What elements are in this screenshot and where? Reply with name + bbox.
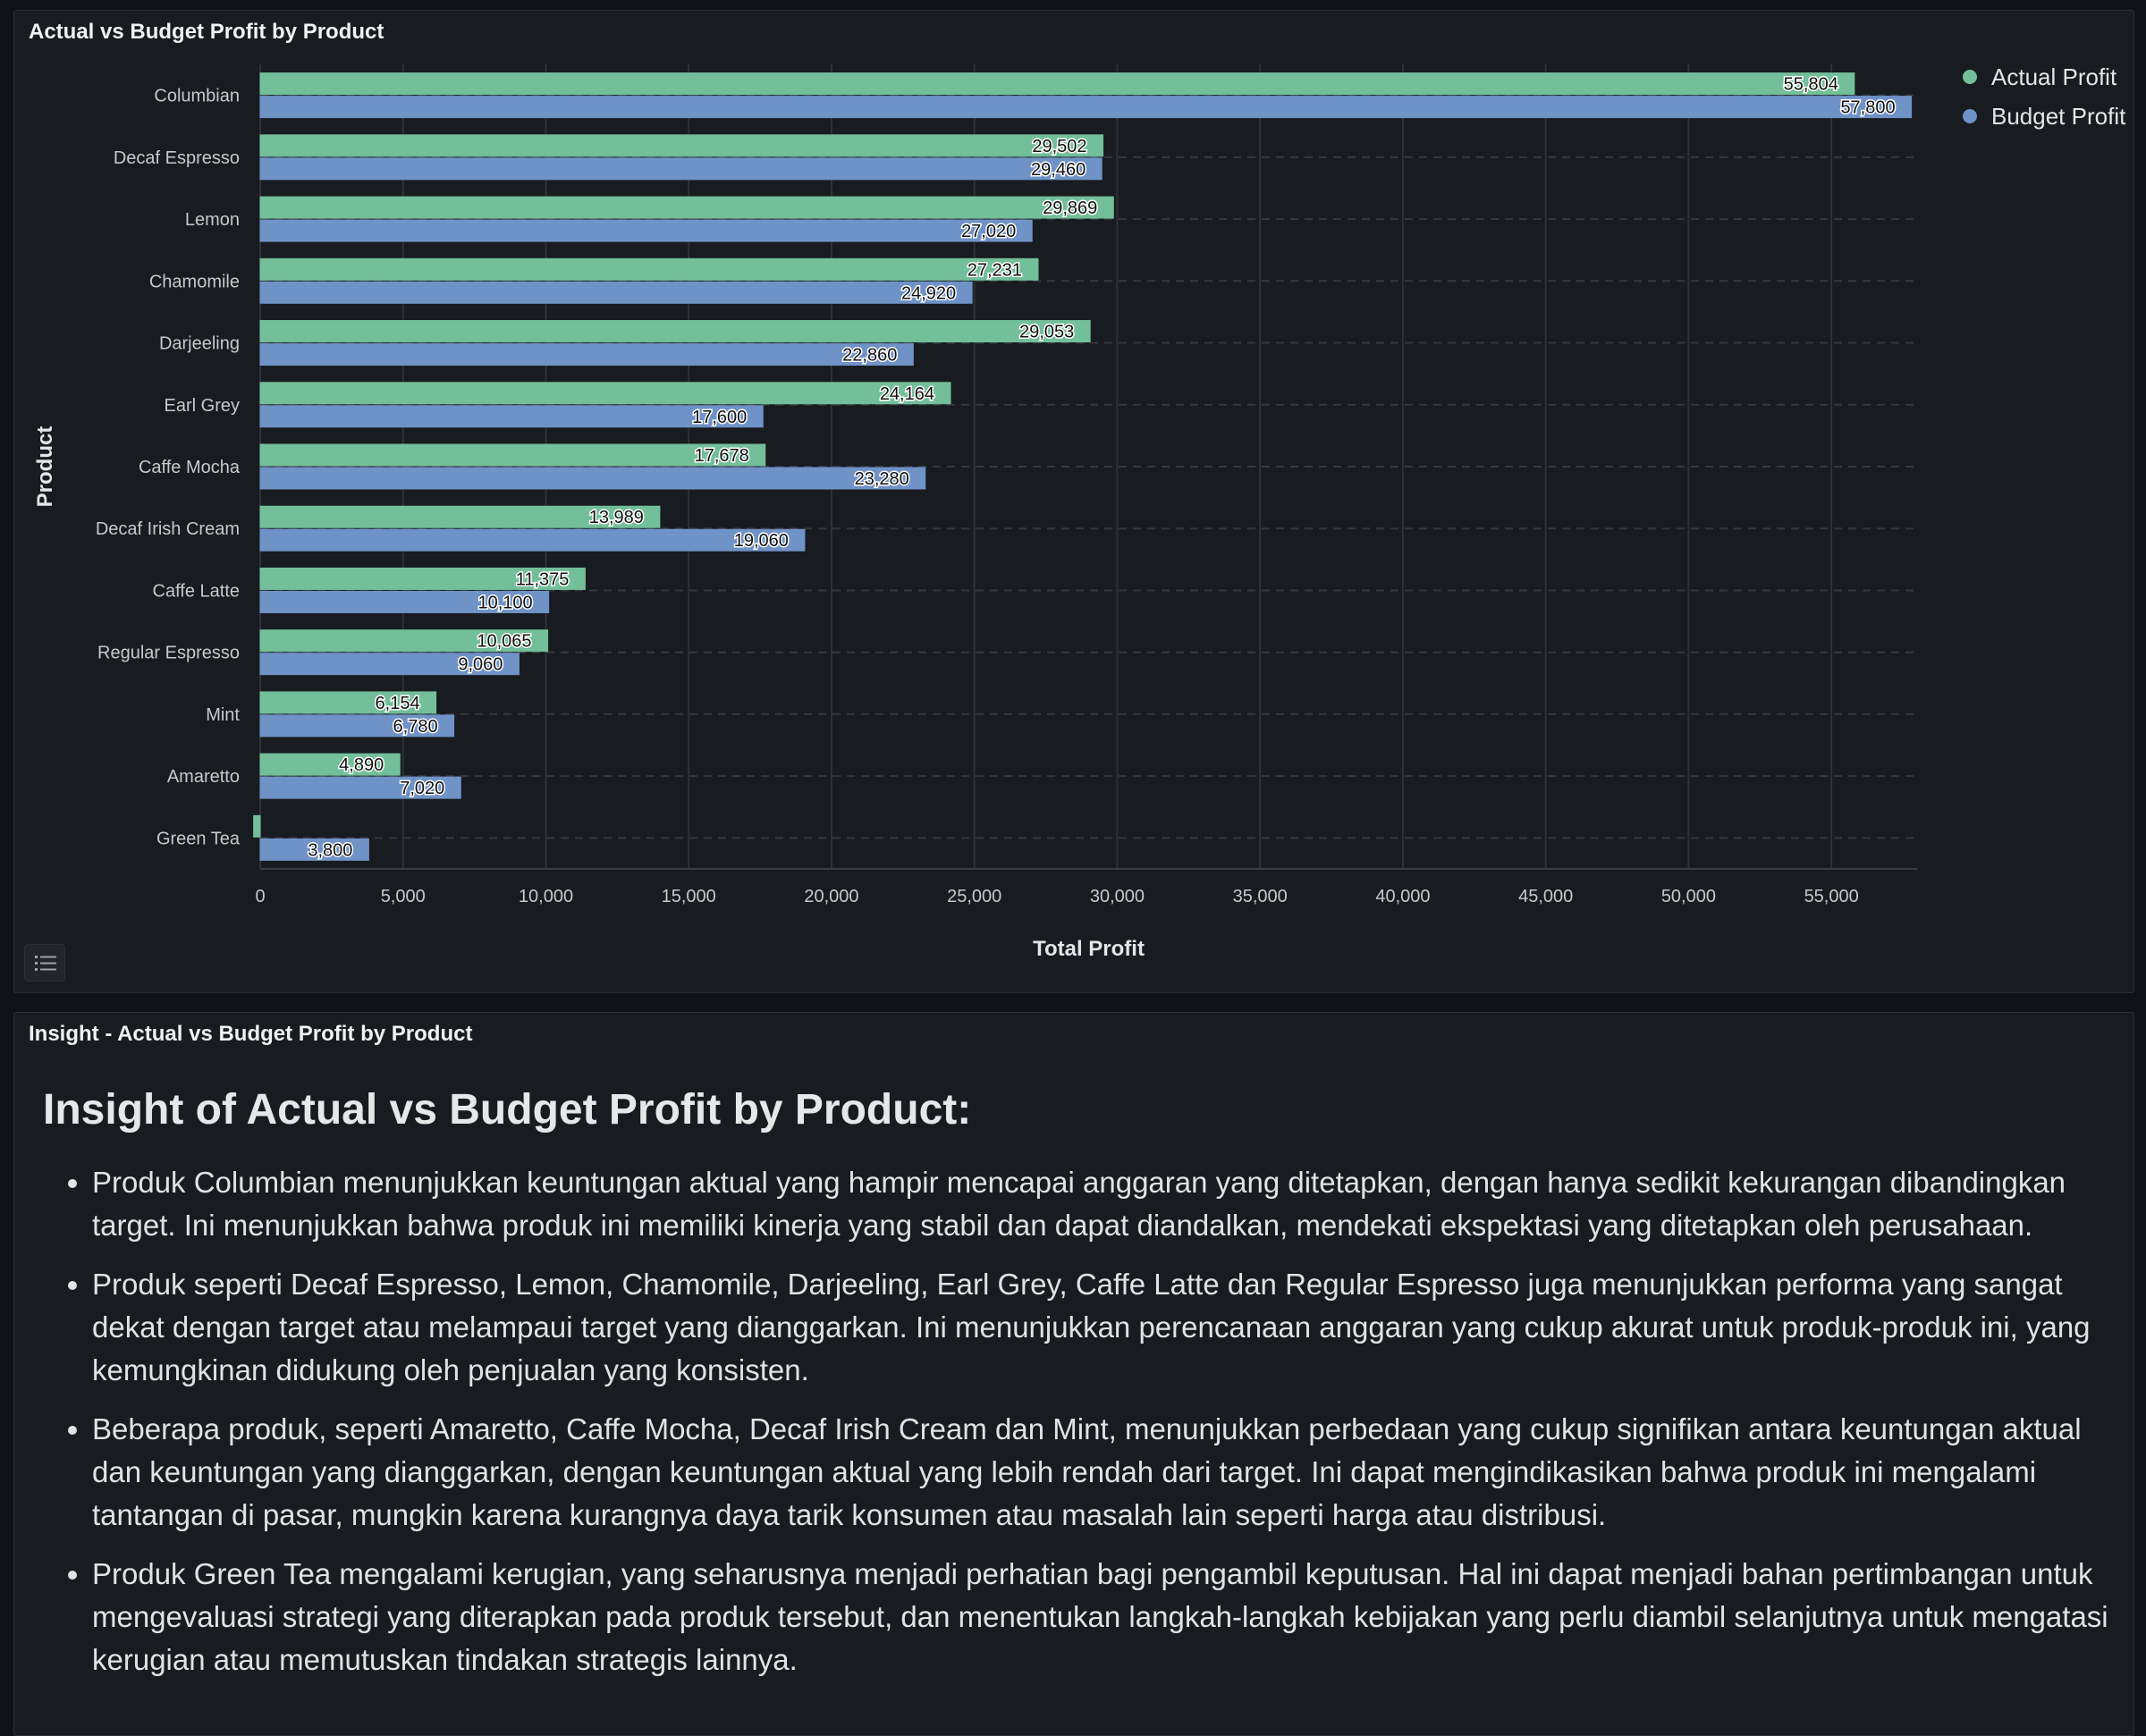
bar-budget [259,157,1103,181]
y-tick-label: Mint [206,705,240,725]
bar-actual [259,629,549,653]
bar-actual [259,196,1114,219]
bar-actual [259,257,1039,281]
bar-budget [259,714,455,737]
x-tick-label: 55,000 [1804,887,1859,906]
bar-actual [259,691,437,714]
bar-actual [259,72,1855,96]
bar-budget [259,219,1033,242]
bar-actual [259,567,586,590]
bar-budget [259,405,764,428]
bar-budget [259,281,973,304]
data-label: 22,860 [842,346,897,366]
y-tick-label: Darjeeling [159,334,240,354]
data-label: 17,600 [692,408,747,427]
data-label: 19,060 [734,531,789,551]
bar-chart: 0 5,000 10,000 15,000 20,000 25,000 30,000 35,0… [33,63,2126,961]
data-label: 57,800 [1840,98,1895,118]
bar-budget [259,343,914,367]
insight-bullet: Beberapa produk, seperti Amaretto, Caffe… [92,1408,2108,1537]
data-label: 10,100 [478,593,533,612]
bar-actual [253,814,261,838]
data-label: 13,989 [589,508,644,527]
x-tick-label: 40,000 [1375,887,1430,906]
data-label: 24,164 [880,384,934,404]
x-axis-title: Total Profit [1033,937,1145,961]
data-label: 24,920 [901,283,956,303]
data-label: 29,053 [1019,323,1074,342]
chart-panel: Actual vs Budget Profit by Product 0 5,00… [13,10,2134,993]
data-label: 4,890 [339,755,384,775]
list-icon [35,956,56,971]
y-tick-label: Amaretto [167,767,240,787]
y-tick-label: Caffe Latte [153,581,240,601]
data-label: 10,065 [477,632,531,652]
insight-panel-title: Insight - Actual vs Budget Profit by Pro… [29,1022,473,1046]
x-tick-label: 45,000 [1518,887,1573,906]
bar-actual [259,443,766,467]
insight-bullet: Produk Green Tea mengalami kerugian, yan… [92,1553,2108,1681]
data-label: 17,678 [695,446,749,466]
insight-panel: Insight - Actual vs Budget Profit by Pro… [13,1012,2134,1736]
x-tick-label: 15,000 [662,887,716,906]
insight-list: Produk Columbian menunjukkan keuntungan … [43,1161,2108,1681]
legend-label: Actual Profit [1991,63,2117,90]
legend-toggle-button[interactable] [24,944,65,982]
legend-swatch [1963,109,1977,123]
x-tick-label: 35,000 [1233,887,1288,906]
data-label: 29,502 [1032,137,1086,156]
y-tick-label: Green Tea [156,829,241,848]
bar-budget [259,528,806,552]
y-tick-label: Regular Espresso [97,644,240,663]
legend-label: Budget Profit [1991,103,2126,130]
x-tick-label: 30,000 [1090,887,1145,906]
data-label: 7,020 [400,779,444,798]
bar-budget [259,467,926,490]
insight-bullet: Produk Columbian menunjukkan keuntungan … [92,1161,2108,1247]
bar-budget [259,838,369,861]
bar-budget [259,96,1913,119]
insight-body: Insight of Actual vs Budget Profit by Pr… [43,1084,2108,1698]
y-tick-label: Chamomile [149,272,240,291]
data-label: 29,460 [1031,160,1086,180]
bar-actual [259,505,661,528]
data-label: 29,869 [1043,198,1097,218]
data-label: 6,154 [376,694,420,713]
y-tick-label: Decaf Espresso [114,148,240,168]
data-label: 11,375 [516,569,570,589]
y-tick-label: Lemon [185,210,240,230]
y-tick-label: Columbian [154,87,240,106]
data-label: 23,280 [855,469,909,489]
x-tick-label: 20,000 [804,887,858,906]
bar-actual [259,320,1091,343]
data-label: 55,804 [1784,75,1838,95]
y-axis-title: Product [33,426,57,508]
bar-actual [259,134,1104,157]
insight-heading: Insight of Actual vs Budget Profit by Pr… [43,1086,972,1133]
bar-budget [259,590,550,613]
x-tick-label: 10,000 [519,887,573,906]
data-label: 27,231 [967,260,1022,280]
legend-swatch [1963,70,1977,84]
data-label: 27,020 [961,222,1016,241]
y-tick-label: Earl Grey [165,396,240,416]
x-tick-label: 25,000 [947,887,1001,906]
x-tick-label: 5,000 [381,887,426,906]
bar-budget [259,653,520,676]
data-label: 9,060 [458,655,503,675]
bar-actual [259,753,401,776]
bar-actual [259,382,951,405]
x-tick-label: 50,000 [1661,887,1716,906]
data-label: 6,780 [393,717,438,737]
x-tick-label: 0 [255,887,265,906]
bar-budget [259,776,461,799]
y-tick-label: Decaf Irish Cream [96,519,240,539]
chart-panel-title: Actual vs Budget Profit by Product [29,20,384,44]
data-label: 3,800 [308,840,352,860]
insight-bullet: Produk seperti Decaf Espresso, Lemon, Ch… [92,1263,2108,1392]
y-tick-label: Caffe Mocha [139,458,241,477]
